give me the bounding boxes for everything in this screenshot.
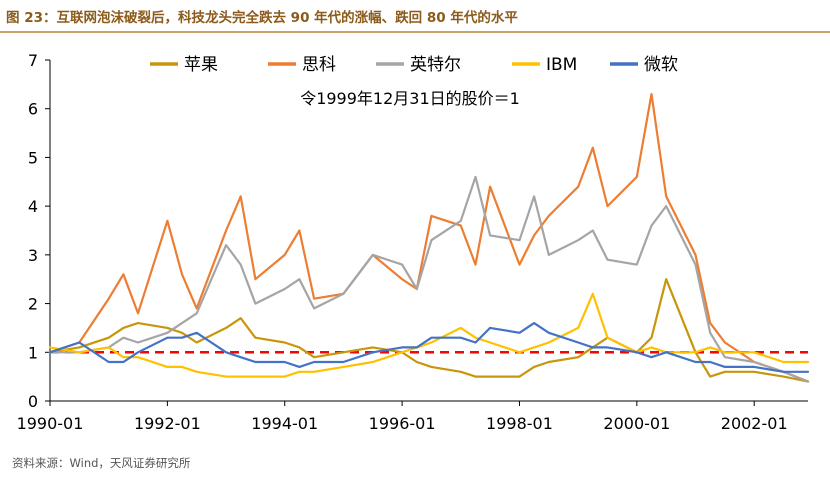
x-tick-label: 2002-01: [721, 414, 788, 433]
series-line-3: [48, 175, 810, 383]
chart-axes: 0 1 2 3 4 5 6 7 1990-01 1992-01 1994-01 1996-01 1998…: [17, 51, 808, 433]
legend-label-5: 微软: [644, 55, 678, 75]
series-line-2: [48, 92, 810, 383]
legend-label-4: IBM: [546, 55, 577, 75]
series-lines: [48, 92, 810, 383]
legend-label-3: 英特尔: [410, 55, 461, 75]
x-tick-label: 2000-01: [603, 414, 670, 433]
y-tick-label: 1: [28, 343, 38, 362]
x-tick-label: 1994-01: [251, 414, 318, 433]
x-tick-label: 1998-01: [486, 414, 553, 433]
series-line-4: [48, 292, 810, 378]
y-tick-label: 7: [28, 51, 38, 70]
y-tick-label: 2: [28, 295, 38, 314]
title-rule: [0, 31, 830, 33]
y-tick-label: 0: [28, 392, 38, 411]
y-tick-label: 5: [28, 148, 38, 167]
legend-label-1: 苹果: [184, 55, 218, 75]
y-tick-label: 3: [28, 246, 38, 265]
figure-source: 资料来源：Wind，天风证券研究所: [12, 456, 191, 470]
series-line-1: [48, 278, 810, 383]
series-line-5: [48, 322, 810, 373]
chart-legend: 苹果 思科 英特尔 IBM 微软: [150, 55, 678, 75]
x-tick-label: 1992-01: [134, 414, 201, 433]
x-tick-label: 1990-01: [17, 414, 84, 433]
legend-label-2: 思科: [302, 55, 336, 75]
y-tick-label: 4: [28, 197, 38, 216]
chart-annotation: 令1999年12月31日的股价＝1: [300, 89, 520, 108]
figure-title: 图 23：互联网泡沫破裂后，科技龙头完全跌去 90 年代的涨幅、跌回 80 年代…: [6, 10, 518, 26]
line-chart: 0 1 2 3 4 5 6 7 1990-01 1992-01 1994-01 1996-01 1998…: [17, 51, 810, 433]
x-tick-label: 1996-01: [369, 414, 436, 433]
y-tick-label: 6: [28, 100, 38, 119]
